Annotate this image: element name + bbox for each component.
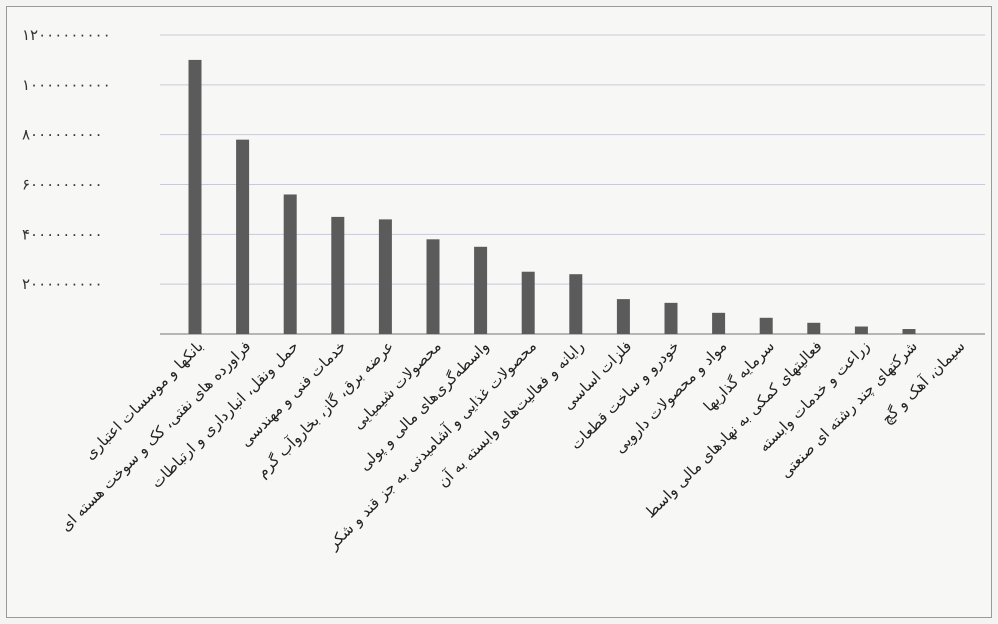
bar xyxy=(474,246,488,334)
bar xyxy=(807,322,821,334)
y-tick-label: ۱۲۰۰۰۰۰۰۰۰۰ xyxy=(22,26,111,44)
bar xyxy=(854,326,868,334)
bar xyxy=(236,139,250,334)
x-tick-label: فراورده های نفتی، کک و سوخت هسته ای xyxy=(57,337,255,535)
bar xyxy=(283,194,297,334)
chart-frame xyxy=(6,6,992,618)
bar xyxy=(664,302,678,334)
bar xyxy=(616,299,630,334)
bar xyxy=(331,216,345,334)
y-tick-label: ۶۰۰۰۰۰۰۰۰۰ xyxy=(22,176,103,194)
bar xyxy=(712,312,726,334)
bar xyxy=(378,219,392,334)
x-tick-label: سیمان، آهک و گچ xyxy=(878,337,969,428)
y-tick-label: ۲۰۰۰۰۰۰۰۰۰ xyxy=(22,275,103,293)
y-tick-label: ۸۰۰۰۰۰۰۰۰۰ xyxy=(22,126,103,144)
bar xyxy=(521,271,535,334)
bar xyxy=(188,59,202,335)
bar xyxy=(426,239,440,334)
y-tick-label: ۴۰۰۰۰۰۰۰۰۰ xyxy=(22,225,103,243)
bar xyxy=(569,274,583,334)
y-tick-label: ۱۰۰۰۰۰۰۰۰۰۰ xyxy=(22,76,111,94)
x-tick-label: فعالیتهای کمکی به نهادهای مالی واسط xyxy=(641,337,826,522)
bar xyxy=(759,317,773,334)
bar xyxy=(902,329,916,334)
